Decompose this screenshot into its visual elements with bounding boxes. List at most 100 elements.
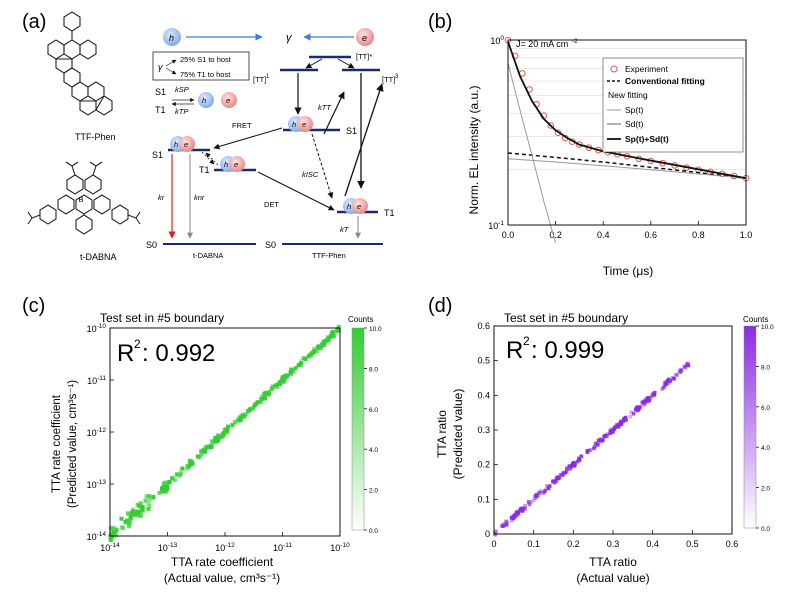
c-heatmap-cell — [126, 511, 131, 516]
c-heatmap-cell — [163, 480, 168, 485]
dopant-s1-label: S1 — [152, 150, 163, 160]
c-heatmap-cell — [147, 494, 152, 499]
fret-label: FRET — [232, 121, 252, 130]
ksp-label: kSP — [175, 85, 189, 94]
d-heatmap-cell — [629, 410, 634, 415]
d-heatmap-cell — [599, 439, 603, 444]
d-heatmap-cell — [610, 430, 615, 434]
c-heatmap-cell — [293, 366, 298, 371]
d-heatmap-cell — [663, 382, 668, 387]
c-heatmap-cell — [108, 537, 113, 542]
c-heatmap-cell — [281, 380, 286, 385]
d-ytick-label: 0.4 — [477, 390, 490, 400]
small-e: e — [226, 96, 230, 105]
c-xtick-label: 10-11 — [273, 542, 292, 553]
c-heatmap-cell — [221, 431, 226, 436]
t-dabna-structure-icon — [27, 161, 141, 235]
d-heatmap-cell — [596, 438, 601, 443]
c-heatmap-cell — [148, 494, 153, 499]
small-electron-icon — [221, 92, 237, 108]
d-heatmap-cell — [561, 471, 566, 476]
b-series-sptsdt — [507, 41, 747, 180]
c-heatmap-cell — [200, 448, 205, 453]
c-heatmap-cell — [130, 509, 135, 514]
tt-singlet-sup: 1 — [266, 74, 270, 80]
colorbar-tick-label: 8.0 — [761, 364, 770, 371]
d-heatmap-cell — [602, 434, 606, 439]
c-heatmap-cell — [177, 473, 182, 478]
d-heatmap-cell — [510, 516, 515, 520]
d-heatmap-cell — [661, 385, 666, 390]
d-heatmap-cell — [652, 392, 657, 397]
d-heatmap-cell — [631, 411, 636, 416]
d-heatmap-cell — [619, 419, 623, 424]
d-heatmap-cell — [608, 431, 613, 436]
c-heatmap-cell — [180, 466, 185, 471]
d-heatmap-cell — [543, 488, 548, 493]
b-legend: Experiment Conventional fitting New fitt… — [602, 57, 744, 153]
c-heatmap-cell — [144, 494, 149, 499]
boron-atom-label: B — [78, 195, 83, 204]
d-heatmap-cell — [529, 500, 534, 504]
gamma-label: γ — [286, 32, 293, 44]
host-s1-electron-icon — [297, 116, 313, 132]
tt-to-singlet-arrow — [305, 58, 323, 69]
d-heatmap-cell — [642, 399, 647, 404]
box-line-2: 75% T1 to host — [180, 70, 231, 79]
d-heatmap-cell — [564, 469, 569, 474]
colorbar-tick-label: 10.0 — [369, 326, 382, 333]
c-heatmap-cell — [220, 433, 225, 438]
c-heatmap-cell — [148, 503, 153, 508]
d-title: Test set in #5 boundary — [504, 311, 628, 325]
c-ytick-label: 10-12 — [87, 427, 107, 438]
legend-sd: Sd(t) — [625, 119, 644, 129]
c-heatmap-cell — [288, 370, 293, 375]
host-t1-electron-icon — [352, 198, 368, 214]
d-heatmap-cell — [683, 366, 688, 370]
kisc-label: kISC — [302, 170, 319, 179]
c-heatmap-cell — [184, 468, 189, 473]
c-heatmap-cell — [140, 504, 145, 509]
panel-d: (d) Test set in #5 boundary TTA ratio (P… — [428, 295, 774, 585]
branch-arrow-down — [165, 67, 177, 75]
c-heatmap-cell — [140, 508, 145, 513]
t1-to-tt-arrow — [344, 83, 384, 197]
d-heatmap-cell — [538, 489, 543, 493]
c-heatmap-cell — [128, 515, 133, 520]
s0-left-label: S0 — [146, 240, 157, 250]
d-heatmap-cell — [494, 529, 498, 534]
c-heatmap-cell — [326, 339, 331, 344]
gamma-box-symbol: γ — [158, 62, 163, 72]
d-heatmap-cell — [665, 381, 669, 386]
c-heatmap-cell — [170, 476, 175, 481]
c-heatmap-cell — [203, 448, 208, 453]
c-heatmap-cell — [108, 525, 113, 530]
c-xtick-label: 10-13 — [158, 542, 178, 553]
d-heatmap-cell — [663, 381, 667, 385]
dopant-s1-h: h — [174, 140, 178, 149]
c-heatmap-cell — [147, 498, 152, 503]
d-heatmap-cell — [613, 424, 618, 429]
colorbar-tick-label: 6.0 — [761, 405, 770, 412]
c-heatmap-cell — [306, 354, 311, 359]
c-heatmap-cell — [128, 518, 133, 523]
b-xtick-label: 0.4 — [597, 230, 610, 240]
hole-label: h — [169, 33, 174, 43]
c-colorbar — [351, 327, 365, 531]
legend-experiment: Experiment — [625, 64, 669, 74]
electron-circle-top — [356, 28, 374, 46]
d-ylabel-1: TTA ratio — [435, 410, 449, 458]
c-heatmap-cell — [188, 461, 193, 466]
d-heatmap-cell — [616, 425, 620, 429]
c-heatmap-cell — [173, 478, 178, 483]
d-heatmap-cell — [608, 429, 613, 434]
b-ytick-label: 100 — [490, 35, 504, 46]
d-heatmap-cell — [651, 391, 655, 396]
d-heatmap-cell — [504, 519, 508, 524]
d-heatmap-cell — [536, 494, 541, 498]
ktt-label: kTT — [318, 103, 332, 112]
molecule2-label: t-DABNA — [80, 252, 117, 262]
c-xtick-label: 10-12 — [215, 542, 235, 553]
c-ytick-label: 10-10 — [87, 323, 107, 334]
